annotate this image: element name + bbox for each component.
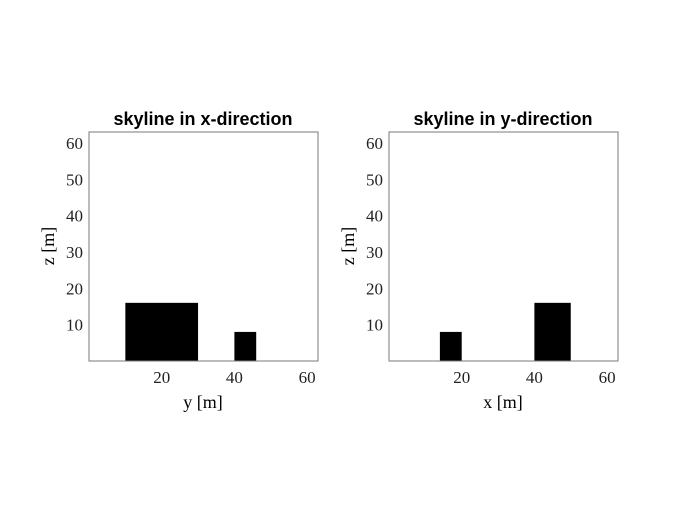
y-tick-labels: 10 20 30 40 50 60 xyxy=(366,134,383,335)
y-tick-label: 40 xyxy=(366,207,383,226)
x-tick-label: 20 xyxy=(153,368,170,387)
y-tick-label: 30 xyxy=(366,243,383,262)
x-axis-label: x [m] xyxy=(483,392,523,412)
bar-group xyxy=(439,302,571,361)
y-axis-label: z [m] xyxy=(338,227,358,265)
y-tick-label: 10 xyxy=(66,316,83,335)
bar-0 xyxy=(125,302,199,361)
bar-0 xyxy=(439,331,462,361)
y-tick-label: 10 xyxy=(366,316,383,335)
y-tick-label: 60 xyxy=(366,134,383,153)
y-tick-label: 40 xyxy=(66,207,83,226)
x-tick-label: 60 xyxy=(299,368,316,387)
chart-title: skyline in y-direction xyxy=(413,109,592,129)
x-tick-label: 40 xyxy=(526,368,543,387)
y-tick-labels: 10 20 30 40 50 60 xyxy=(66,134,83,335)
x-tick-label: 60 xyxy=(599,368,616,387)
chart-skyline-x: skyline in x-direction 20 40 60 10 20 30 40 50… xyxy=(38,109,319,412)
y-axis-label: z [m] xyxy=(38,227,58,265)
bar-1 xyxy=(534,302,571,361)
y-tick-label: 20 xyxy=(66,279,83,298)
x-tick-label: 20 xyxy=(453,368,470,387)
y-tick-label: 20 xyxy=(366,279,383,298)
y-tick-label: 60 xyxy=(66,134,83,153)
y-tick-label: 50 xyxy=(66,170,83,189)
bar-group xyxy=(125,302,257,361)
plot-frame xyxy=(388,131,619,362)
plot-frame xyxy=(88,131,319,362)
x-tick-labels: 20 40 60 xyxy=(153,368,315,387)
chart-title: skyline in x-direction xyxy=(113,109,292,129)
x-tick-label: 40 xyxy=(226,368,243,387)
y-tick-label: 50 xyxy=(366,170,383,189)
x-axis-label: y [m] xyxy=(183,392,223,412)
chart-skyline-y: skyline in y-direction 20 40 60 10 20 30 40 50… xyxy=(338,109,619,412)
bar-1 xyxy=(234,331,257,361)
y-tick-label: 30 xyxy=(66,243,83,262)
x-tick-labels: 20 40 60 xyxy=(453,368,615,387)
